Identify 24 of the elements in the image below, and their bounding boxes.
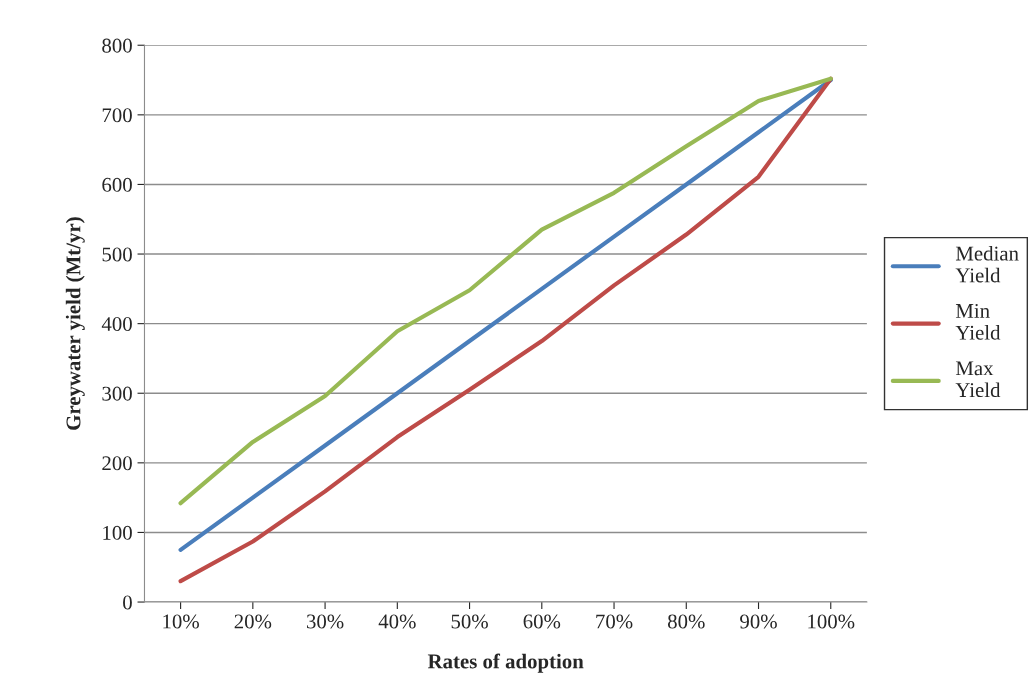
x-tick-label: 50% (451, 614, 488, 629)
y-tick-label: 100 (103, 525, 132, 540)
x-tick-label: 10% (163, 614, 199, 629)
y-tick-label: 800 (102, 38, 132, 53)
x-tick-label: 70% (596, 614, 633, 629)
legend-label: Median Yield (955, 245, 1019, 283)
y-tick-label: 300 (102, 386, 132, 401)
legend-label: Max Yield (955, 361, 1001, 398)
y-tick-label: 600 (102, 177, 132, 192)
x-tick-label: 60% (523, 614, 561, 629)
x-tick-label: 100% (808, 614, 855, 629)
x-axis-title: Rates of adoption (427, 653, 584, 673)
y-tick-label: 500 (102, 247, 132, 262)
y-tick-label: 0 (123, 595, 132, 610)
x-tick-label: 30% (306, 614, 344, 629)
legend-label: Min Yield (955, 303, 1001, 340)
y-axis-title: Greywater yield (Mt/yr) (65, 217, 85, 430)
x-tick-label: 40% (378, 614, 416, 629)
y-tick-label: 700 (102, 108, 132, 123)
x-tick-label: 80% (667, 614, 705, 629)
y-tick-label: 400 (101, 317, 132, 332)
y-tick-label: 200 (102, 456, 132, 471)
x-tick-label: 20% (234, 614, 272, 629)
x-tick-label: 90% (740, 614, 777, 629)
